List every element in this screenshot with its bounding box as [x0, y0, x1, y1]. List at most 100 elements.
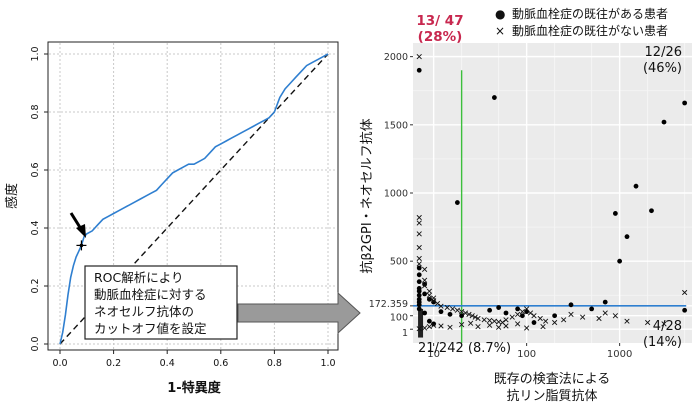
roc-x-tick-label: 0.2 [106, 358, 121, 369]
cross-stroke-b [449, 306, 456, 312]
cross-stroke-b [481, 317, 487, 323]
scatter-dense-cluster [418, 308, 424, 338]
cross-stroke-b [426, 288, 432, 294]
cross-stroke-b [459, 309, 465, 315]
annotation-top-right-percent: (46%) [643, 61, 682, 76]
roc-chart: 0.0 0.2 0.4 0.6 0.8 1.0 0.0 0.2 0.4 0.6 0.8 1.0 1-… [4, 41, 339, 396]
scatter-point-with-history [661, 119, 667, 125]
scatter-y-tick-label: 500 [390, 257, 408, 268]
scatter-point-without-history [475, 315, 481, 322]
roc-x-axis-label: 1-特異度 [167, 380, 221, 396]
annotation-top-left-percent: (28%) [418, 29, 463, 45]
scatter-point-without-history [596, 315, 602, 322]
cross-stroke-b [416, 326, 422, 332]
scatter-points [416, 54, 688, 338]
scatter-point-without-history [416, 220, 422, 226]
scatter-point-without-history [515, 311, 521, 317]
cross-stroke-b [645, 319, 651, 326]
scatter-y-ticks: 1 100 172.359 500 1000 1500 2000 [369, 52, 413, 339]
scatter-point-without-history [422, 277, 428, 283]
scatter-point-with-history [431, 321, 437, 327]
scatter-y-tick-label: 1000 [384, 189, 408, 200]
scatter-x-tick-label: 10 [427, 349, 440, 360]
scatter-point-with-history [531, 320, 537, 325]
roc-y-ticks: 0.0 0.2 0.4 0.6 0.8 1.0 [30, 46, 48, 352]
scatter-point-with-history [426, 318, 432, 324]
cross-stroke-b [515, 311, 521, 317]
scatter-point-with-history [624, 234, 630, 240]
cross-stroke-b [416, 261, 422, 267]
scatter-point-without-history [416, 54, 422, 60]
scatter-point-with-history [519, 313, 525, 319]
cross-stroke-b [527, 310, 534, 316]
scatter-x-tick-label: 100 [517, 349, 536, 360]
scatter-point-without-history [580, 314, 586, 320]
roc-note-line-1: ROC解析により [94, 270, 184, 285]
scatter-point-with-history [682, 100, 688, 106]
scatter-point-without-history [449, 306, 456, 312]
scatter-point-without-history [568, 311, 574, 317]
scatter-point-without-history [602, 310, 608, 316]
roc-note-line-4: カットオフ値を設定 [94, 321, 207, 336]
cross-stroke-b [416, 214, 422, 221]
annotation-top-right-count: 12/26 [645, 45, 682, 60]
scatter-point-with-history [491, 95, 497, 100]
cross-stroke-b [624, 318, 630, 324]
scatter-point-without-history [487, 322, 493, 328]
scatter-point-without-history [531, 313, 537, 319]
annotation-top-left-count: 13/ 47 [416, 13, 463, 29]
scatter-point-without-history [426, 288, 432, 294]
scatter-point-without-history [472, 314, 478, 320]
roc-y-tick-label: 0.8 [30, 104, 41, 119]
scatter-point-with-history [438, 309, 444, 315]
roc-y-tick-label: 0.6 [30, 162, 41, 177]
scatter-point-without-history [503, 317, 509, 323]
scatter-point-with-history [422, 291, 428, 297]
scatter-point-without-history [431, 322, 437, 328]
scatter-point-with-history [416, 292, 422, 298]
cross-stroke-b [422, 277, 428, 283]
cross-stroke-b [568, 311, 574, 317]
roc-y-tick-label: 0.0 [30, 336, 41, 351]
scatter-point-without-history [459, 321, 465, 328]
scatter-point-with-history [416, 67, 422, 73]
scatter-point-with-history [496, 305, 502, 310]
scatter-point-with-history [487, 307, 493, 313]
scatter-point-without-history [426, 292, 432, 298]
cross-stroke-b [661, 321, 667, 327]
scatter-point-with-history [454, 200, 460, 205]
scatter-x-tick-label: 1000 [607, 349, 632, 360]
cross-stroke-b [454, 307, 460, 313]
cross-stroke-b [444, 304, 450, 311]
legend-label-without-history: 動脈血栓症の既往がない患者 [512, 23, 668, 38]
scatter-point-with-history [447, 311, 453, 317]
scatter-point-without-history [422, 266, 428, 272]
flow-arrow [237, 291, 361, 335]
cross-stroke-b [468, 320, 474, 326]
scatter-point-without-history [422, 325, 428, 331]
scatter-point-without-history [496, 324, 502, 330]
cross-stroke-b [422, 283, 428, 289]
scatter-y-axis-label: 抗β2GPI・ネオセルフ抗体 [360, 118, 375, 273]
scatter-point-without-history [438, 323, 444, 329]
legend: ● 動脈血栓症の既往がある患者 × 動脈血栓症の既往がない患者 [495, 6, 668, 38]
cross-stroke-b [462, 310, 469, 316]
scatter-point-with-history [682, 307, 688, 313]
scatter-point-without-history [487, 317, 493, 324]
scatter-y-tick-label: 100 [390, 313, 408, 324]
cross-stroke-b [416, 231, 422, 237]
roc-note-box [84, 265, 238, 340]
cross-stroke-b [475, 324, 481, 330]
scatter-point-without-history [416, 326, 422, 332]
scatter-point-with-history [426, 296, 432, 302]
scatter-point-with-history [416, 302, 422, 308]
scatter-point-with-history [602, 299, 608, 305]
cross-stroke-b [537, 315, 543, 322]
roc-note: ROC解析により 動脈血栓症に対する ネオセルフ抗体の カットオフ値を設定 [84, 265, 238, 340]
cross-stroke-b [416, 255, 422, 262]
scatter-point-without-history [431, 298, 437, 304]
scatter-point-with-history [612, 211, 618, 216]
cross-stroke-b [552, 319, 558, 326]
roc-cutoff-marker [76, 240, 87, 251]
